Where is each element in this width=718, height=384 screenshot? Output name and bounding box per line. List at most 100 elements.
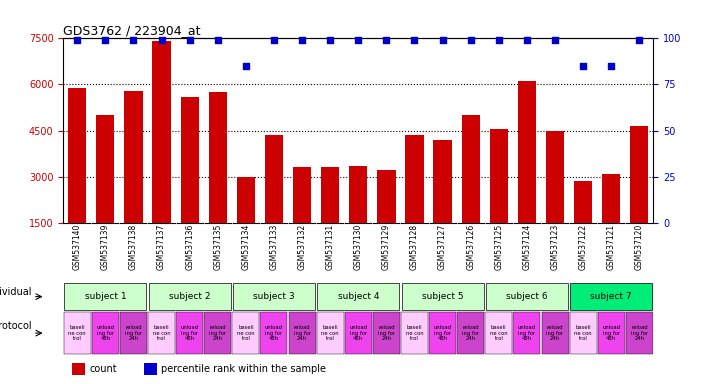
Point: [128, 37, 139, 43]
Bar: [265, 135, 283, 223]
Bar: [149, 283, 230, 310]
Text: reload
ing for
24h: reload ing for 24h: [294, 325, 311, 341]
Bar: [349, 166, 368, 223]
Text: subject 2: subject 2: [169, 292, 210, 301]
Bar: [401, 283, 484, 310]
Bar: [574, 181, 592, 223]
Text: reload
ing for
24h: reload ing for 24h: [462, 325, 479, 341]
Bar: [72, 363, 85, 374]
Text: subject 5: subject 5: [421, 292, 463, 301]
Bar: [317, 283, 399, 310]
Text: GSM537137: GSM537137: [157, 224, 166, 270]
Text: protocol: protocol: [0, 321, 32, 331]
Point: [240, 63, 251, 69]
Text: percentile rank within the sample: percentile rank within the sample: [161, 364, 326, 374]
Point: [381, 37, 392, 43]
Bar: [570, 283, 652, 310]
Bar: [373, 312, 400, 354]
Text: baseli
ne con
trol: baseli ne con trol: [68, 325, 86, 341]
Text: individual: individual: [0, 287, 32, 297]
Point: [633, 37, 645, 43]
Point: [156, 37, 167, 43]
Text: baseli
ne con
trol: baseli ne con trol: [574, 325, 592, 341]
Text: GSM537121: GSM537121: [607, 224, 616, 270]
Text: GSM537136: GSM537136: [185, 224, 194, 270]
Text: unload
ing for
48h: unload ing for 48h: [602, 325, 620, 341]
Bar: [485, 312, 513, 354]
Bar: [261, 312, 287, 354]
Text: reload
ing for
24h: reload ing for 24h: [631, 325, 648, 341]
Text: GSM537126: GSM537126: [466, 224, 475, 270]
Bar: [92, 312, 119, 354]
Point: [100, 37, 111, 43]
Point: [353, 37, 364, 43]
Bar: [462, 115, 480, 223]
Bar: [630, 126, 648, 223]
Text: GSM537140: GSM537140: [73, 224, 82, 270]
Bar: [64, 312, 90, 354]
Bar: [513, 312, 541, 354]
Point: [549, 37, 561, 43]
Text: subject 6: subject 6: [506, 292, 548, 301]
Text: GDS3762 / 223904_at: GDS3762 / 223904_at: [63, 24, 201, 37]
Bar: [457, 312, 484, 354]
Point: [72, 37, 83, 43]
Bar: [233, 312, 259, 354]
Bar: [237, 177, 255, 223]
Bar: [204, 312, 231, 354]
Text: GSM537138: GSM537138: [129, 224, 138, 270]
Bar: [434, 140, 452, 223]
Text: GSM537134: GSM537134: [241, 224, 251, 270]
Bar: [546, 131, 564, 223]
Text: baseli
ne con
trol: baseli ne con trol: [153, 325, 170, 341]
Bar: [120, 312, 147, 354]
Point: [297, 37, 308, 43]
Point: [409, 37, 420, 43]
Text: GSM537133: GSM537133: [269, 224, 279, 270]
Point: [184, 37, 195, 43]
Text: GSM537127: GSM537127: [438, 224, 447, 270]
Text: GSM537125: GSM537125: [494, 224, 503, 270]
Text: GSM537130: GSM537130: [354, 224, 363, 270]
Text: GSM537123: GSM537123: [551, 224, 559, 270]
Bar: [626, 312, 653, 354]
Point: [521, 37, 533, 43]
Point: [212, 37, 223, 43]
Bar: [490, 129, 508, 223]
Text: unload
ing for
48h: unload ing for 48h: [181, 325, 199, 341]
Text: subject 3: subject 3: [253, 292, 295, 301]
Bar: [321, 167, 340, 223]
Bar: [401, 312, 428, 354]
Text: baseli
ne con
trol: baseli ne con trol: [322, 325, 339, 341]
Text: GSM537120: GSM537120: [635, 224, 644, 270]
Bar: [317, 312, 344, 354]
Bar: [597, 312, 625, 354]
Text: unload
ing for
48h: unload ing for 48h: [265, 325, 283, 341]
Bar: [289, 312, 316, 354]
Text: reload
ing for
24h: reload ing for 24h: [378, 325, 395, 341]
Text: unload
ing for
48h: unload ing for 48h: [434, 325, 452, 341]
Text: baseli
ne con
trol: baseli ne con trol: [490, 325, 508, 341]
Bar: [209, 92, 227, 223]
Bar: [124, 91, 143, 223]
Bar: [602, 174, 620, 223]
Text: unload
ing for
48h: unload ing for 48h: [518, 325, 536, 341]
Text: GSM537139: GSM537139: [101, 224, 110, 270]
Text: GSM537122: GSM537122: [579, 224, 587, 270]
Text: GSM537129: GSM537129: [382, 224, 391, 270]
Point: [269, 37, 280, 43]
Text: subject 1: subject 1: [85, 292, 126, 301]
Bar: [569, 312, 597, 354]
Text: reload
ing for
24h: reload ing for 24h: [546, 325, 564, 341]
Bar: [96, 115, 114, 223]
Text: reload
ing for
24h: reload ing for 24h: [125, 325, 142, 341]
Bar: [377, 170, 396, 223]
Text: unload
ing for
48h: unload ing for 48h: [96, 325, 114, 341]
Bar: [152, 41, 171, 223]
Text: GSM537131: GSM537131: [326, 224, 335, 270]
Bar: [65, 283, 146, 310]
Text: GSM537128: GSM537128: [410, 224, 419, 270]
Point: [493, 37, 505, 43]
Text: baseli
ne con
trol: baseli ne con trol: [237, 325, 255, 341]
Bar: [176, 312, 203, 354]
